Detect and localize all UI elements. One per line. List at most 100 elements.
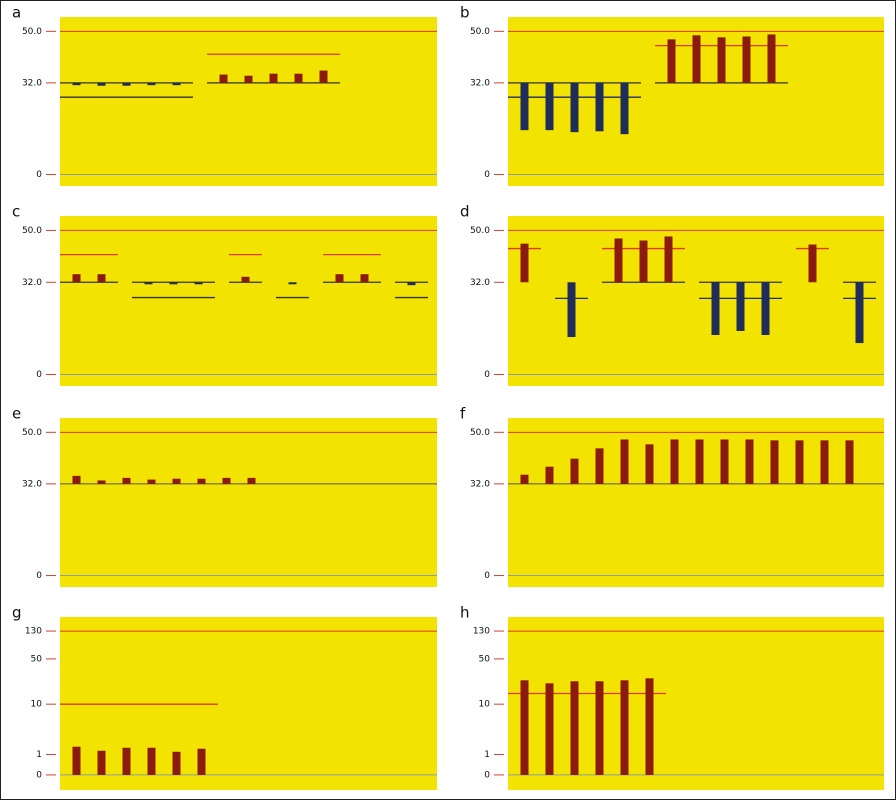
y-tick-label: 0 [36, 571, 42, 581]
bar [520, 680, 529, 775]
panel-label: h [460, 604, 470, 622]
bar [197, 748, 206, 775]
bar [520, 243, 529, 283]
bar [742, 36, 751, 83]
bar [122, 82, 131, 86]
y-tick-label: 0 [484, 170, 490, 180]
bar [97, 480, 106, 484]
bar [761, 282, 770, 335]
bar [664, 236, 673, 283]
bar [360, 274, 369, 283]
bar [717, 37, 726, 83]
bar [194, 282, 203, 285]
bar [545, 82, 554, 131]
bar [144, 282, 153, 285]
y-tick-label: 1 [36, 750, 42, 760]
y-tick-label: 0 [484, 370, 490, 380]
panel-label: c [12, 203, 20, 221]
bar [720, 439, 729, 484]
y-tick-label: 130 [25, 627, 42, 637]
bar [294, 73, 303, 83]
bar [72, 475, 81, 484]
bar [97, 750, 106, 775]
y-tick-label: 50.0 [22, 27, 42, 37]
bar [645, 678, 654, 775]
bar [147, 747, 156, 775]
bar [241, 276, 250, 283]
plot-area [60, 216, 437, 386]
bar [808, 244, 817, 283]
y-tick-label: 0 [484, 571, 490, 581]
bar [269, 73, 278, 83]
bar [620, 82, 629, 135]
bar [247, 477, 256, 484]
y-tick-label: 32.0 [22, 278, 42, 288]
plot-area [508, 216, 884, 386]
bar [122, 747, 131, 775]
bar [595, 681, 604, 775]
bar [72, 746, 81, 775]
bar [147, 82, 156, 86]
bar [595, 82, 604, 132]
plot-area [508, 617, 884, 790]
bar [72, 82, 81, 86]
bar [570, 82, 579, 133]
bar [770, 440, 779, 484]
bar [147, 479, 156, 484]
bar [614, 238, 623, 283]
plot-area [60, 418, 437, 587]
bar [639, 240, 648, 283]
bar [545, 683, 554, 775]
panel-label: g [12, 604, 22, 622]
bar [172, 82, 181, 86]
y-tick-label: 130 [473, 627, 490, 637]
bar [645, 444, 654, 484]
y-tick-label: 32.0 [470, 78, 490, 88]
bar [595, 448, 604, 484]
y-tick-label: 32.0 [470, 278, 490, 288]
bar [570, 681, 579, 775]
bar [219, 74, 228, 83]
bar [745, 439, 754, 484]
y-tick-label: 10 [479, 700, 491, 710]
bar [667, 39, 676, 83]
bar [520, 82, 529, 131]
bar [767, 34, 776, 83]
bar [736, 282, 745, 331]
y-tick-label: 32.0 [22, 479, 42, 489]
y-tick-label: 0 [36, 770, 42, 780]
y-tick-label: 50.0 [470, 27, 490, 37]
bar [407, 282, 416, 286]
bar [795, 440, 804, 484]
y-tick-label: 0 [484, 770, 490, 780]
bar [169, 282, 178, 285]
plot-area [60, 617, 437, 790]
bar [620, 439, 629, 484]
bar [172, 751, 181, 775]
bar [197, 478, 206, 484]
y-tick-label: 1 [484, 750, 490, 760]
y-tick-label: 50.0 [470, 226, 490, 236]
panel-label: a [12, 4, 21, 22]
bar [122, 477, 131, 484]
y-tick-label: 50.0 [470, 428, 490, 438]
y-tick-label: 50.0 [22, 428, 42, 438]
bar [820, 440, 829, 484]
bar [335, 274, 344, 283]
bar [520, 474, 529, 484]
bar [845, 440, 854, 484]
panel-label: d [460, 203, 470, 221]
bar [288, 282, 297, 285]
y-tick-label: 32.0 [22, 78, 42, 88]
y-tick-label: 10 [31, 700, 43, 710]
bar [97, 82, 106, 86]
y-tick-label: 0 [36, 370, 42, 380]
y-tick-label: 50 [479, 654, 491, 664]
bar [620, 680, 629, 775]
y-tick-label: 50.0 [22, 226, 42, 236]
panel-label: b [460, 4, 470, 22]
y-tick-label: 0 [36, 170, 42, 180]
plot-area [60, 17, 437, 186]
bar [570, 458, 579, 484]
bar [711, 282, 720, 335]
